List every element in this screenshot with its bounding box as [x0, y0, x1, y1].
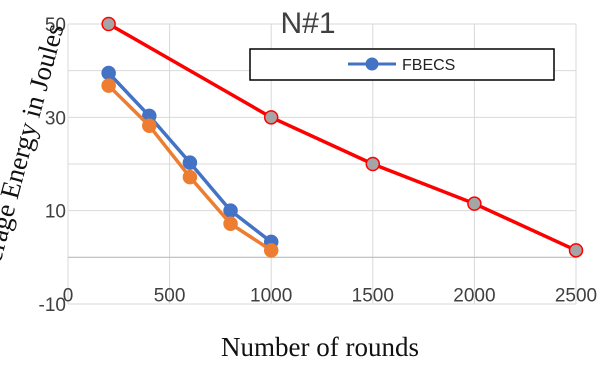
series-3-point	[223, 216, 238, 231]
x-tick-label: 0	[63, 285, 74, 306]
y-tick-labels: -10 10 30 50	[39, 15, 66, 316]
series-layer	[101, 16, 584, 258]
x-tick-label: 1500	[352, 285, 394, 306]
series-3-point	[101, 78, 116, 93]
series-2-point	[182, 155, 198, 170]
series-1-point	[365, 156, 381, 172]
series-1-point	[101, 16, 116, 32]
series-3-point	[142, 118, 157, 133]
y-tick-label: -10	[39, 295, 66, 316]
chart-title: N#1	[280, 7, 335, 40]
y-axis-label: Average Energy in Joules	[0, 21, 69, 295]
series-1-point	[568, 243, 584, 258]
y-tick-label: 10	[45, 202, 66, 223]
series-3-point	[263, 243, 279, 258]
y-tick-label: 30	[45, 108, 66, 129]
series-2-point	[223, 203, 238, 218]
x-axis-label: Number of rounds	[221, 332, 419, 362]
x-tick-label: 2500	[555, 285, 597, 306]
x-tick-label: 500	[154, 285, 186, 306]
x-tick-label: 2000	[453, 285, 495, 306]
series-1-point	[467, 196, 482, 211]
legend-series-marker	[365, 57, 379, 71]
legend: FBECS	[249, 48, 555, 81]
x-tick-labels: 0 500 1000 1500 2000 2500	[63, 285, 597, 306]
series-2-point	[101, 65, 116, 81]
legend-box	[249, 48, 555, 81]
x-tick-label: 1000	[250, 285, 292, 306]
series-1-point	[263, 110, 279, 125]
series-3-point	[182, 169, 198, 185]
y-tick-label: 50	[45, 15, 66, 36]
legend-series-label: FBECS	[402, 57, 455, 74]
